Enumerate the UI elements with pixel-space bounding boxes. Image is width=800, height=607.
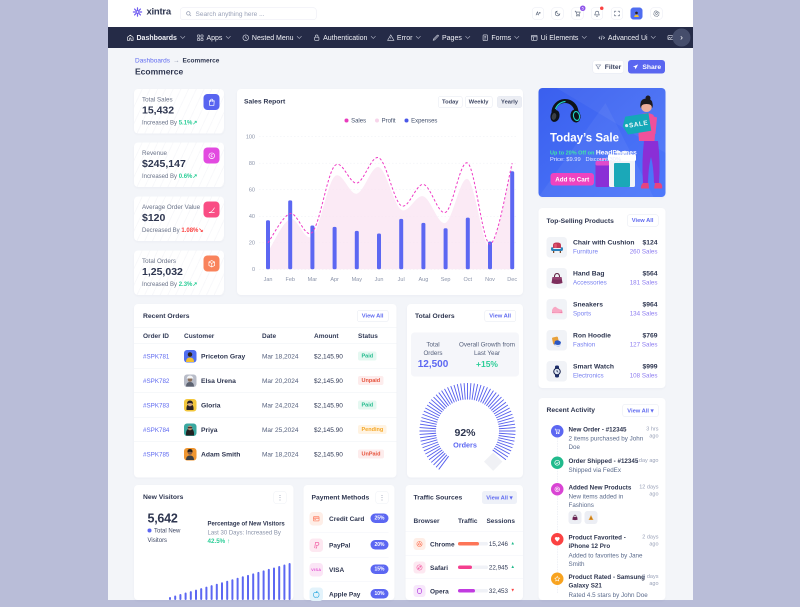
svg-text:60: 60 xyxy=(249,188,255,194)
svg-text:Jun: Jun xyxy=(375,277,384,283)
svg-text:0: 0 xyxy=(252,267,255,273)
svg-text:Nov: Nov xyxy=(485,277,495,283)
svg-text:80: 80 xyxy=(249,161,255,167)
svg-text:Apr: Apr xyxy=(330,277,339,283)
svg-text:Oct: Oct xyxy=(464,277,473,283)
svg-text:100: 100 xyxy=(246,135,255,141)
svg-text:20: 20 xyxy=(249,241,255,247)
svg-text:Aug: Aug xyxy=(419,277,429,283)
svg-text:Jan: Jan xyxy=(264,277,273,283)
svg-text:Feb: Feb xyxy=(285,277,294,283)
svg-text:Sep: Sep xyxy=(441,277,451,283)
svg-text:40: 40 xyxy=(249,214,255,220)
svg-text:SALE: SALE xyxy=(629,120,649,130)
svg-text:May: May xyxy=(352,277,363,283)
svg-text:Dec: Dec xyxy=(507,277,517,283)
svg-text:Jul: Jul xyxy=(398,277,405,283)
svg-text:Mar: Mar xyxy=(308,277,318,283)
